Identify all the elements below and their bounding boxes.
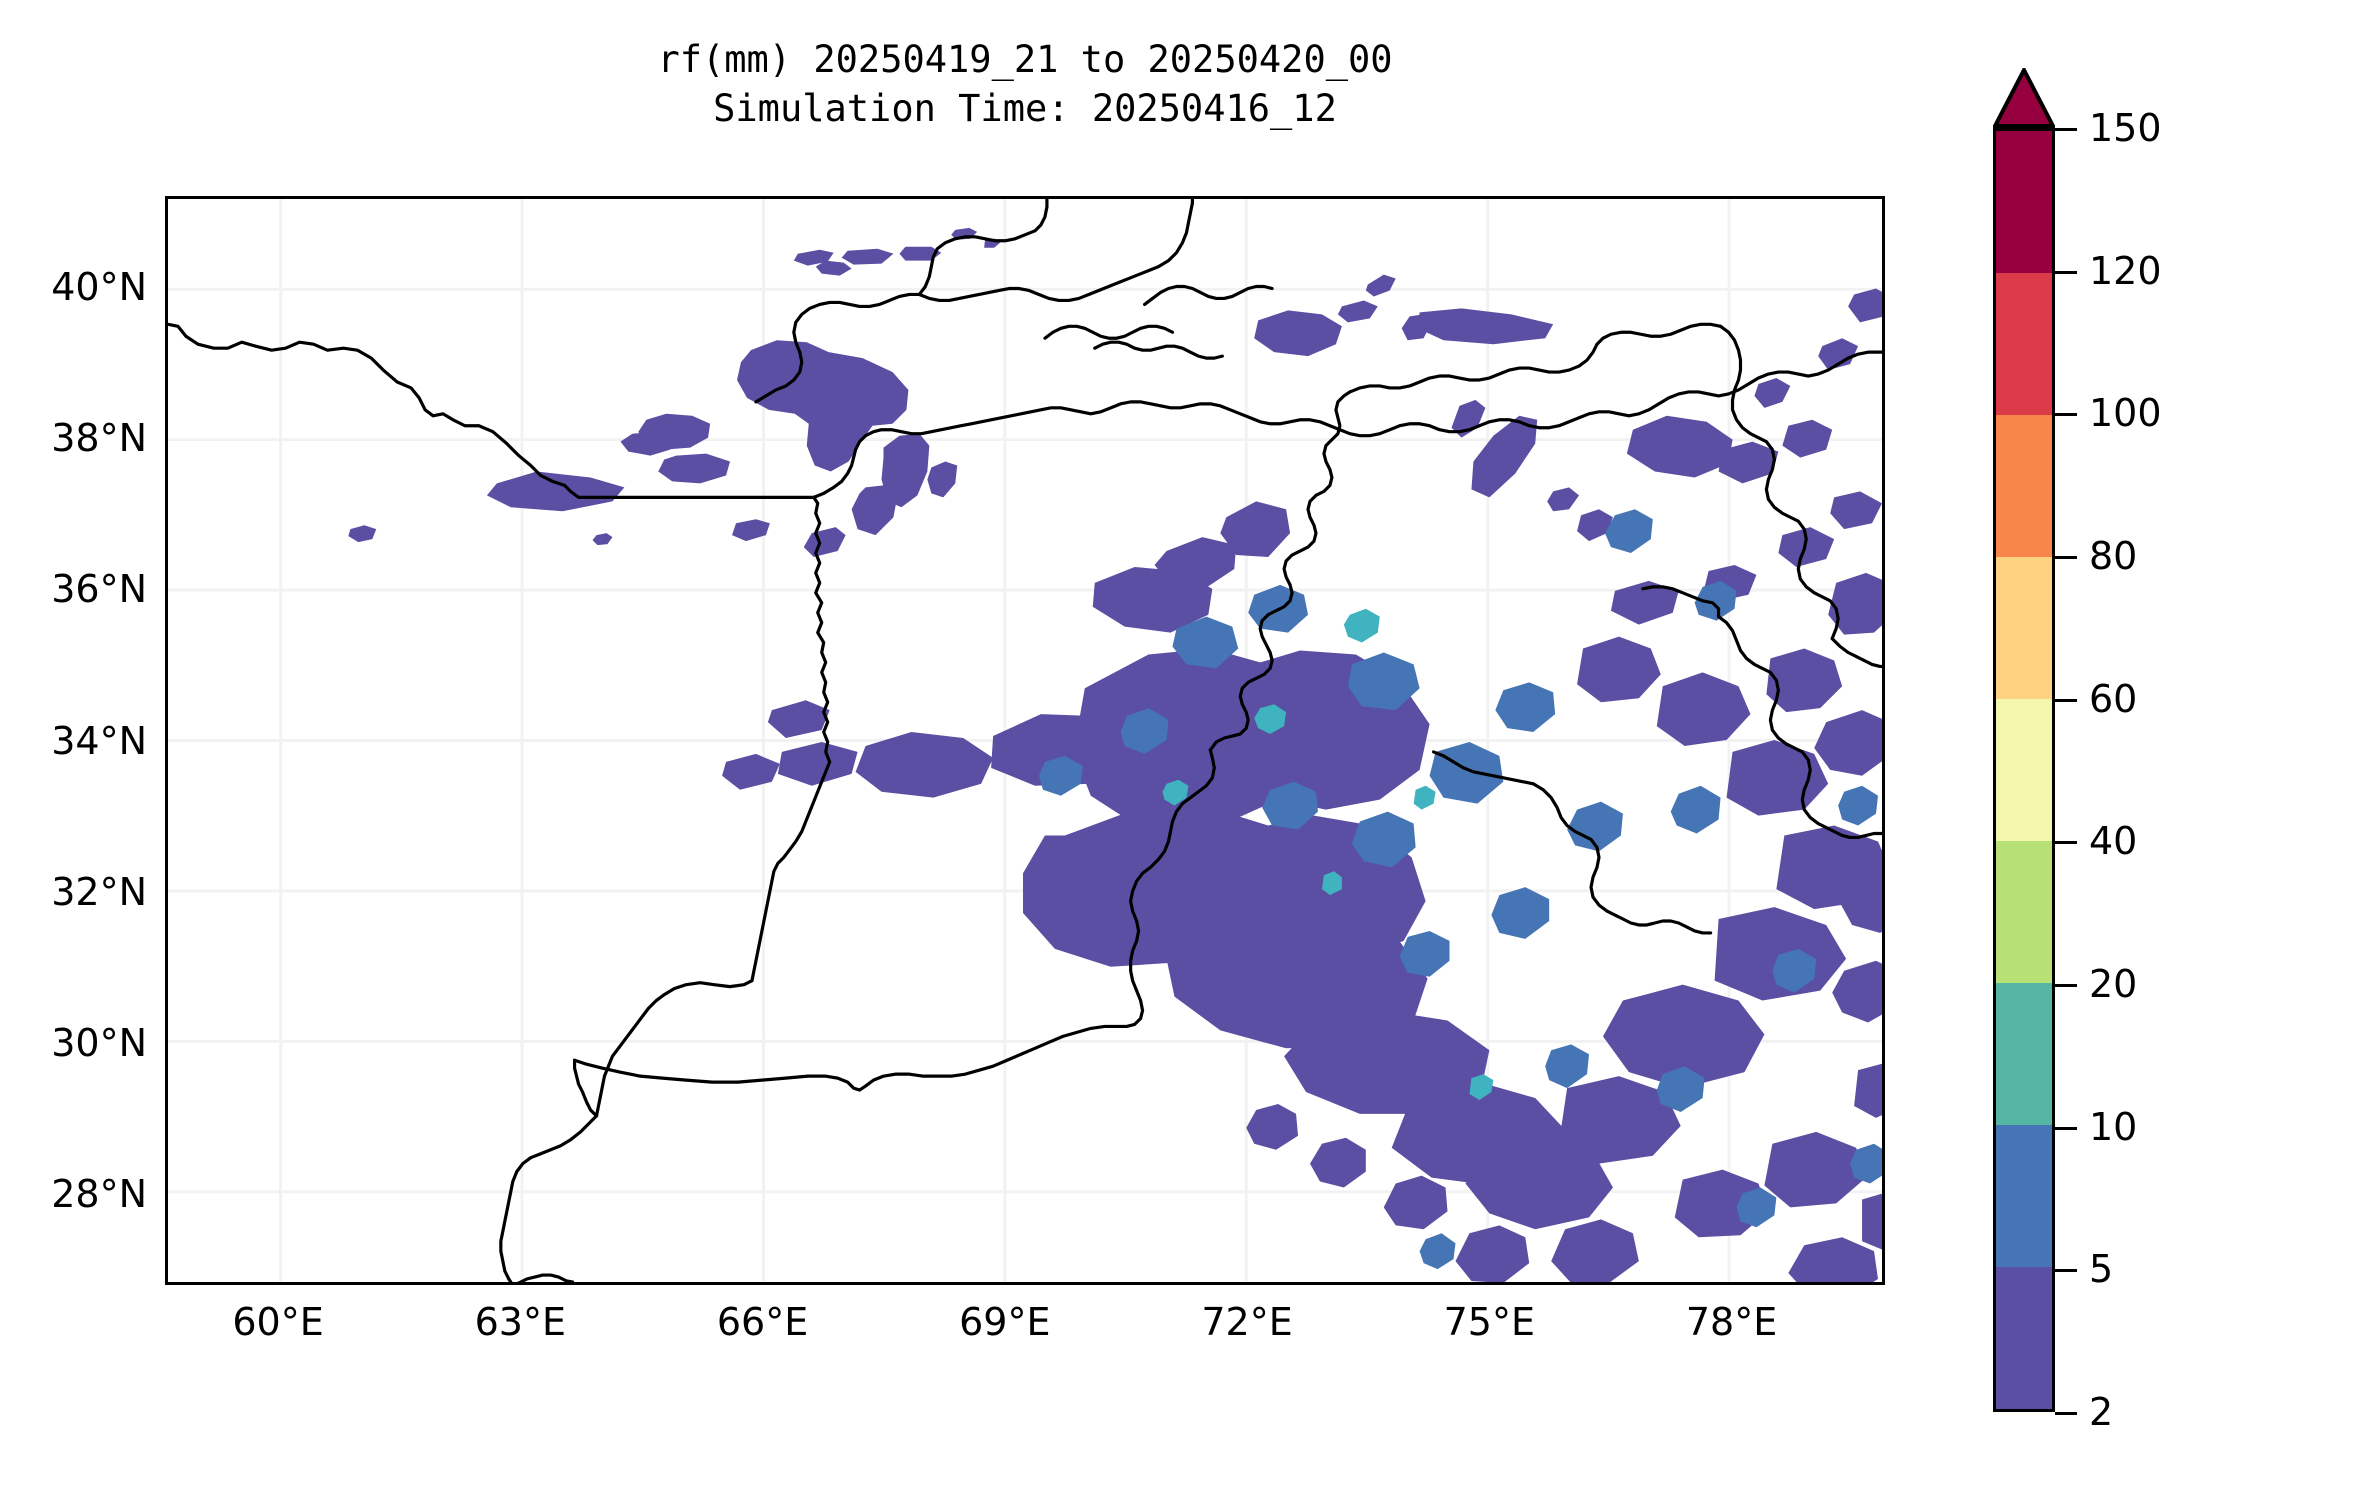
lat-tick-label-38: 38°N	[51, 416, 147, 460]
colorbar-tick-label-80: 80	[2089, 533, 2138, 578]
colorbar-tick-mark-120	[2055, 270, 2077, 274]
colorbar-tick-label-60: 60	[2089, 676, 2138, 721]
title-line-2: Simulation Time: 20250416_12	[713, 86, 1337, 130]
lon-tick-label-66: 66°E	[716, 1300, 809, 1344]
precip-band-10-20	[1162, 608, 1494, 1101]
colorbar-segment-4	[1996, 698, 2052, 841]
precip-band-5-10	[1038, 509, 1882, 1270]
colorbar-segment-3	[1996, 840, 2052, 983]
map-canvas	[168, 199, 1882, 1282]
colorbar-tick-label-100: 100	[2089, 391, 2162, 436]
colorbar-tick-mark-80	[2055, 555, 2077, 559]
colorbar-segment-5	[1996, 556, 2052, 699]
lon-tick-label-72: 72°E	[1201, 1300, 1293, 1344]
colorbar-tick-mark-5	[2055, 1269, 2077, 1273]
lon-tick-label-69: 69°E	[959, 1300, 1051, 1344]
colorbar-tick-mark-10	[2055, 1126, 2077, 1130]
colorbar-tick-label-5: 5	[2089, 1247, 2114, 1292]
colorbar-extend-arrow	[1993, 68, 2055, 128]
colorbar-tick-label-120: 120	[2089, 248, 2162, 293]
lon-tick-label-63: 63°E	[474, 1300, 566, 1344]
colorbar-tick-label-20: 20	[2089, 962, 2138, 1007]
colorbar-segment-2	[1996, 982, 2052, 1125]
precip-band-2-5	[348, 227, 1882, 1282]
colorbar-tick-label-150: 150	[2089, 106, 2162, 150]
colorbar-segment-6	[1996, 414, 2052, 557]
country-borders	[168, 199, 1882, 1282]
colorbar-tick-mark-60	[2055, 698, 2077, 702]
lat-tick-label-34: 34°N	[51, 718, 147, 763]
colorbar-segments	[1993, 128, 2055, 1412]
colorbar-tick-mark-20	[2055, 984, 2077, 988]
colorbar-tick-mark-40	[2055, 841, 2077, 845]
lat-tick-label-28: 28°N	[51, 1172, 147, 1217]
lon-tick-label-60: 60°E	[232, 1300, 324, 1344]
colorbar-tick-mark-100	[2055, 413, 2077, 417]
map-axes	[165, 196, 1885, 1285]
colorbar-tick-label-40: 40	[2089, 819, 2138, 864]
lat-tick-label-40: 40°N	[51, 264, 147, 309]
colorbar-tick-label-2: 2	[2089, 1390, 2114, 1434]
title-line-1: rf(mm) 20250419_21 to 20250420_00	[657, 38, 1393, 81]
colorbar: 2 5 10 20 40 60 80 100 120 150	[1993, 68, 2162, 1434]
lat-tick-label-30: 30°N	[51, 1021, 147, 1065]
lat-tick-label-32: 32°N	[51, 869, 147, 914]
lon-tick-label-78: 78°E	[1685, 1300, 1778, 1344]
colorbar-tick-mark-150	[2055, 128, 2077, 131]
colorbar-tick-label-10: 10	[2089, 1104, 2138, 1149]
colorbar-segment-1	[1996, 1124, 2052, 1267]
colorbar-segment-8	[1996, 131, 2052, 273]
chart-title: rf(mm) 20250419_21 to 20250420_00 Simula…	[165, 36, 1885, 134]
colorbar-tick-mark-2	[2055, 1412, 2077, 1415]
lon-tick-label-75: 75°E	[1443, 1300, 1535, 1344]
colorbar-segment-0	[1996, 1266, 2052, 1409]
colorbar-segment-7	[1996, 272, 2052, 415]
lat-tick-label-36: 36°N	[51, 567, 147, 612]
